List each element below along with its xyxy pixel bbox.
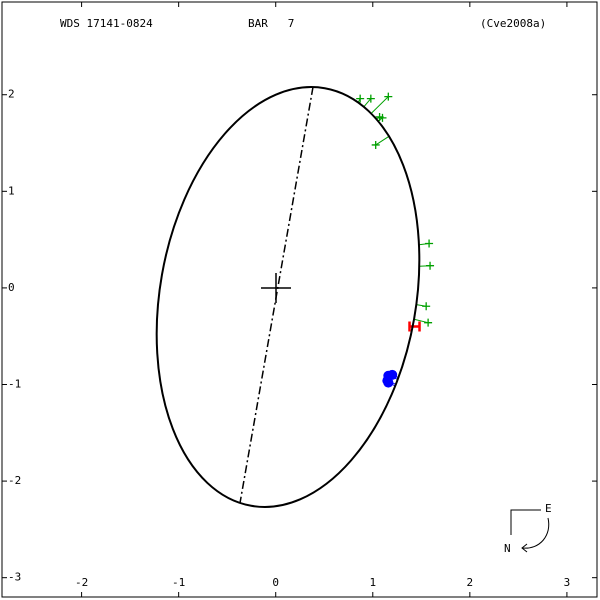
- star-name: BAR 7: [248, 17, 294, 30]
- residual-line: [363, 98, 372, 108]
- observation: [425, 239, 434, 248]
- y-tick-label: 2: [8, 88, 15, 101]
- observation-plus: [378, 113, 387, 122]
- x-tick-label: 0: [272, 576, 279, 589]
- observation-plus: [366, 94, 375, 103]
- observation: [356, 94, 365, 103]
- observation-plus: [384, 92, 393, 101]
- observation-dot: [383, 377, 394, 388]
- y-tick-label: -2: [8, 474, 21, 487]
- reference: (Cve2008a): [480, 17, 546, 30]
- orbit-ellipse: [155, 86, 421, 508]
- x-tick-label: 3: [564, 576, 571, 589]
- residual-line: [375, 135, 390, 146]
- observation: [371, 140, 380, 149]
- observation-plus: [422, 302, 431, 311]
- observation: [422, 302, 431, 311]
- x-tick-label: 2: [467, 576, 474, 589]
- compass: E N: [504, 502, 552, 555]
- compass-north: N: [504, 542, 511, 555]
- observation: [384, 92, 393, 101]
- observation-plus: [424, 318, 433, 327]
- observation: [408, 321, 421, 332]
- observation: [378, 113, 387, 122]
- observation-bar: [408, 321, 421, 332]
- y-tick-label: -1: [8, 378, 21, 391]
- y-tick-label: -3: [8, 571, 21, 584]
- x-tick-label: -2: [75, 576, 88, 589]
- x-tick-label: 1: [369, 576, 376, 589]
- x-tick-label: -1: [172, 576, 185, 589]
- y-tick-label: 1: [8, 184, 15, 197]
- observation: [383, 377, 394, 388]
- observation: [426, 261, 435, 270]
- observation-plus: [425, 239, 434, 248]
- y-tick-label: 0: [8, 281, 15, 294]
- compass-east: E: [545, 502, 552, 515]
- wds-id: WDS 17141-0824: [60, 17, 153, 30]
- observation-plus: [426, 261, 435, 270]
- residual-line: [370, 96, 389, 114]
- observation-plus: [356, 94, 365, 103]
- observation-plus: [371, 140, 380, 149]
- observation: [366, 94, 375, 103]
- observation: [424, 318, 433, 327]
